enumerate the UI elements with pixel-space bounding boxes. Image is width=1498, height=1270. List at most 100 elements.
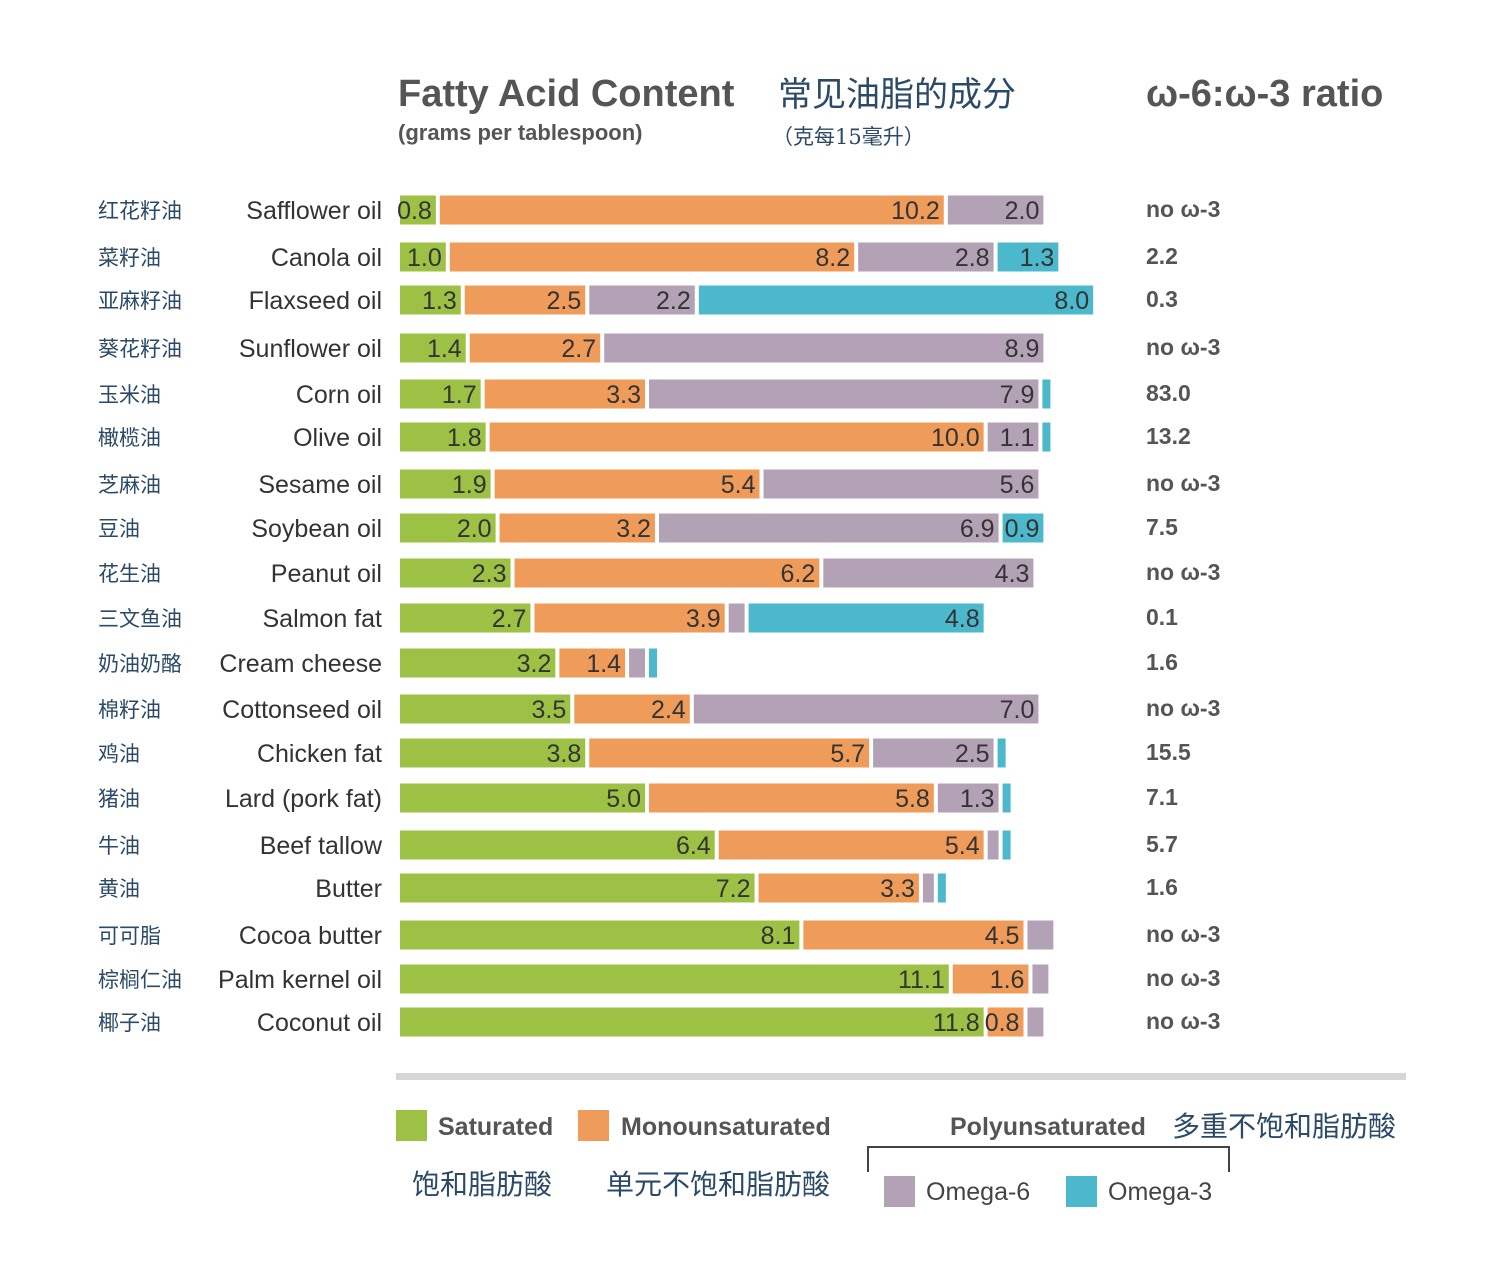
value-label-saturated: 2.7 xyxy=(492,605,527,633)
value-label-omega6: 2.5 xyxy=(955,740,990,768)
category-label-cn: 猪油 xyxy=(98,787,140,811)
bar-omega6 xyxy=(823,558,1034,588)
bar-saturated xyxy=(400,964,949,994)
category-label-cn: 鸡油 xyxy=(98,742,140,766)
value-label-saturated: 11.8 xyxy=(933,1009,980,1037)
category-label-cn: 亚麻籽油 xyxy=(98,289,182,313)
axis-divider xyxy=(396,1073,1406,1080)
ratio-value: 7.5 xyxy=(1146,514,1178,540)
chart-subtitle-en: (grams per tablespoon) xyxy=(398,120,642,145)
value-label-omega6: 5.6 xyxy=(1000,471,1035,499)
ratio-value: no ω-3 xyxy=(1146,470,1220,496)
category-label: Cream cheese xyxy=(219,650,382,678)
category-label-cn: 奶油奶酪 xyxy=(98,652,182,676)
value-label-saturated: 6.4 xyxy=(676,832,711,860)
category-label-cn: 椰子油 xyxy=(98,1011,161,1035)
ratio-value: 13.2 xyxy=(1146,423,1191,449)
value-label-saturated: 1.0 xyxy=(407,244,442,272)
bar-omega3 xyxy=(1002,783,1011,813)
bar-saturated xyxy=(400,558,511,588)
bar-saturated xyxy=(400,783,645,813)
category-label-cn: 可可脂 xyxy=(98,924,161,948)
chart-subtitle-cn: （克每15毫升） xyxy=(772,125,925,149)
bar-omega3 xyxy=(1042,422,1051,452)
category-label-cn: 三文鱼油 xyxy=(98,607,182,631)
bar-monounsaturated xyxy=(589,738,870,768)
value-label-omega6: 8.9 xyxy=(1005,335,1040,363)
value-label-monounsaturated: 0.8 xyxy=(985,1009,1020,1037)
bar-monounsaturated xyxy=(494,469,760,499)
bar-omega6 xyxy=(922,873,934,903)
bar-saturated xyxy=(400,873,755,903)
bar-rows: 红花籽油 Safflower oil 0.8 10.2 2.0 no ω-3 菜籽油 Cano… xyxy=(98,195,1220,1037)
value-label-monounsaturated: 10.0 xyxy=(931,424,980,452)
value-label-saturated: 2.0 xyxy=(457,515,492,543)
bar-monounsaturated xyxy=(534,603,725,633)
bar-omega6 xyxy=(1032,964,1049,994)
bar-saturated xyxy=(400,422,486,452)
category-label: Cocoa butter xyxy=(239,922,382,950)
value-label-omega6: 1.1 xyxy=(1000,424,1035,452)
bar-omega3 xyxy=(748,603,984,633)
bar-omega6 xyxy=(858,242,994,272)
legend-swatch-omega6 xyxy=(884,1176,915,1207)
bar-saturated xyxy=(400,242,446,272)
bar-omega3 xyxy=(1042,379,1051,409)
value-label-omega6: 7.9 xyxy=(1000,381,1035,409)
legend: Saturated 饱和脂肪酸 Monounsaturated 单元不饱和脂肪酸… xyxy=(396,1110,1396,1207)
bar-omega3 xyxy=(997,242,1059,272)
value-label-monounsaturated: 5.7 xyxy=(830,740,865,768)
bar-saturated xyxy=(400,738,586,768)
value-label-saturated: 1.9 xyxy=(452,471,487,499)
value-label-monounsaturated: 1.6 xyxy=(990,966,1025,994)
ratio-value: no ω-3 xyxy=(1146,695,1220,721)
polyunsaturated-bracket xyxy=(867,1146,1230,1172)
bar-omega6 xyxy=(589,285,695,315)
bar-monounsaturated xyxy=(803,920,1024,950)
bar-omega3 xyxy=(997,738,1006,768)
bar-saturated xyxy=(400,694,571,724)
category-label: Flaxseed oil xyxy=(249,287,382,315)
bar-monounsaturated xyxy=(464,285,586,315)
category-label-cn: 橄榄油 xyxy=(98,426,161,450)
legend-label-omega3: Omega-3 xyxy=(1108,1178,1212,1206)
bar-omega6 xyxy=(987,830,999,860)
bar-omega3 xyxy=(937,873,946,903)
category-label: Palm kernel oil xyxy=(218,966,382,994)
bar-omega3 xyxy=(1002,513,1044,543)
bar-monounsaturated xyxy=(489,422,984,452)
category-label-cn: 棉籽油 xyxy=(98,698,161,722)
bar-saturated xyxy=(400,285,461,315)
ratio-value: 2.2 xyxy=(1146,243,1178,269)
bar-saturated xyxy=(400,1007,984,1037)
bar-omega6 xyxy=(937,783,999,813)
ratio-value: 15.5 xyxy=(1146,739,1191,765)
value-label-monounsaturated: 10.2 xyxy=(891,197,940,225)
value-label-omega6: 1.3 xyxy=(960,785,995,813)
value-label-omega3: 8.0 xyxy=(1054,287,1089,315)
bar-saturated xyxy=(400,469,491,499)
value-label-monounsaturated: 1.4 xyxy=(586,650,621,678)
value-label-saturated: 3.2 xyxy=(517,650,552,678)
category-label: Soybean oil xyxy=(251,515,382,543)
ratio-value: 7.1 xyxy=(1146,784,1178,810)
bar-omega6 xyxy=(1027,920,1054,950)
value-label-saturated: 1.3 xyxy=(422,287,457,315)
category-label: Safflower oil xyxy=(246,197,382,225)
bar-monounsaturated xyxy=(718,830,984,860)
ratio-value: 5.7 xyxy=(1146,831,1178,857)
ratio-value: no ω-3 xyxy=(1146,559,1220,585)
bar-saturated xyxy=(400,920,800,950)
value-label-monounsaturated: 2.7 xyxy=(561,335,596,363)
bar-monounsaturated xyxy=(499,513,655,543)
bar-saturated xyxy=(400,830,715,860)
value-label-saturated: 5.0 xyxy=(606,785,641,813)
legend-label-polyunsaturated: Polyunsaturated xyxy=(950,1113,1146,1141)
category-label-cn: 黄油 xyxy=(98,877,140,901)
legend-label-polyunsaturated-cn: 多重不饱和脂肪酸 xyxy=(1172,1110,1396,1143)
bar-omega6 xyxy=(728,603,745,633)
ratio-value: 1.6 xyxy=(1146,649,1178,675)
chart-title-en: Fatty Acid Content xyxy=(398,73,735,115)
ratio-value: 1.6 xyxy=(1146,874,1178,900)
